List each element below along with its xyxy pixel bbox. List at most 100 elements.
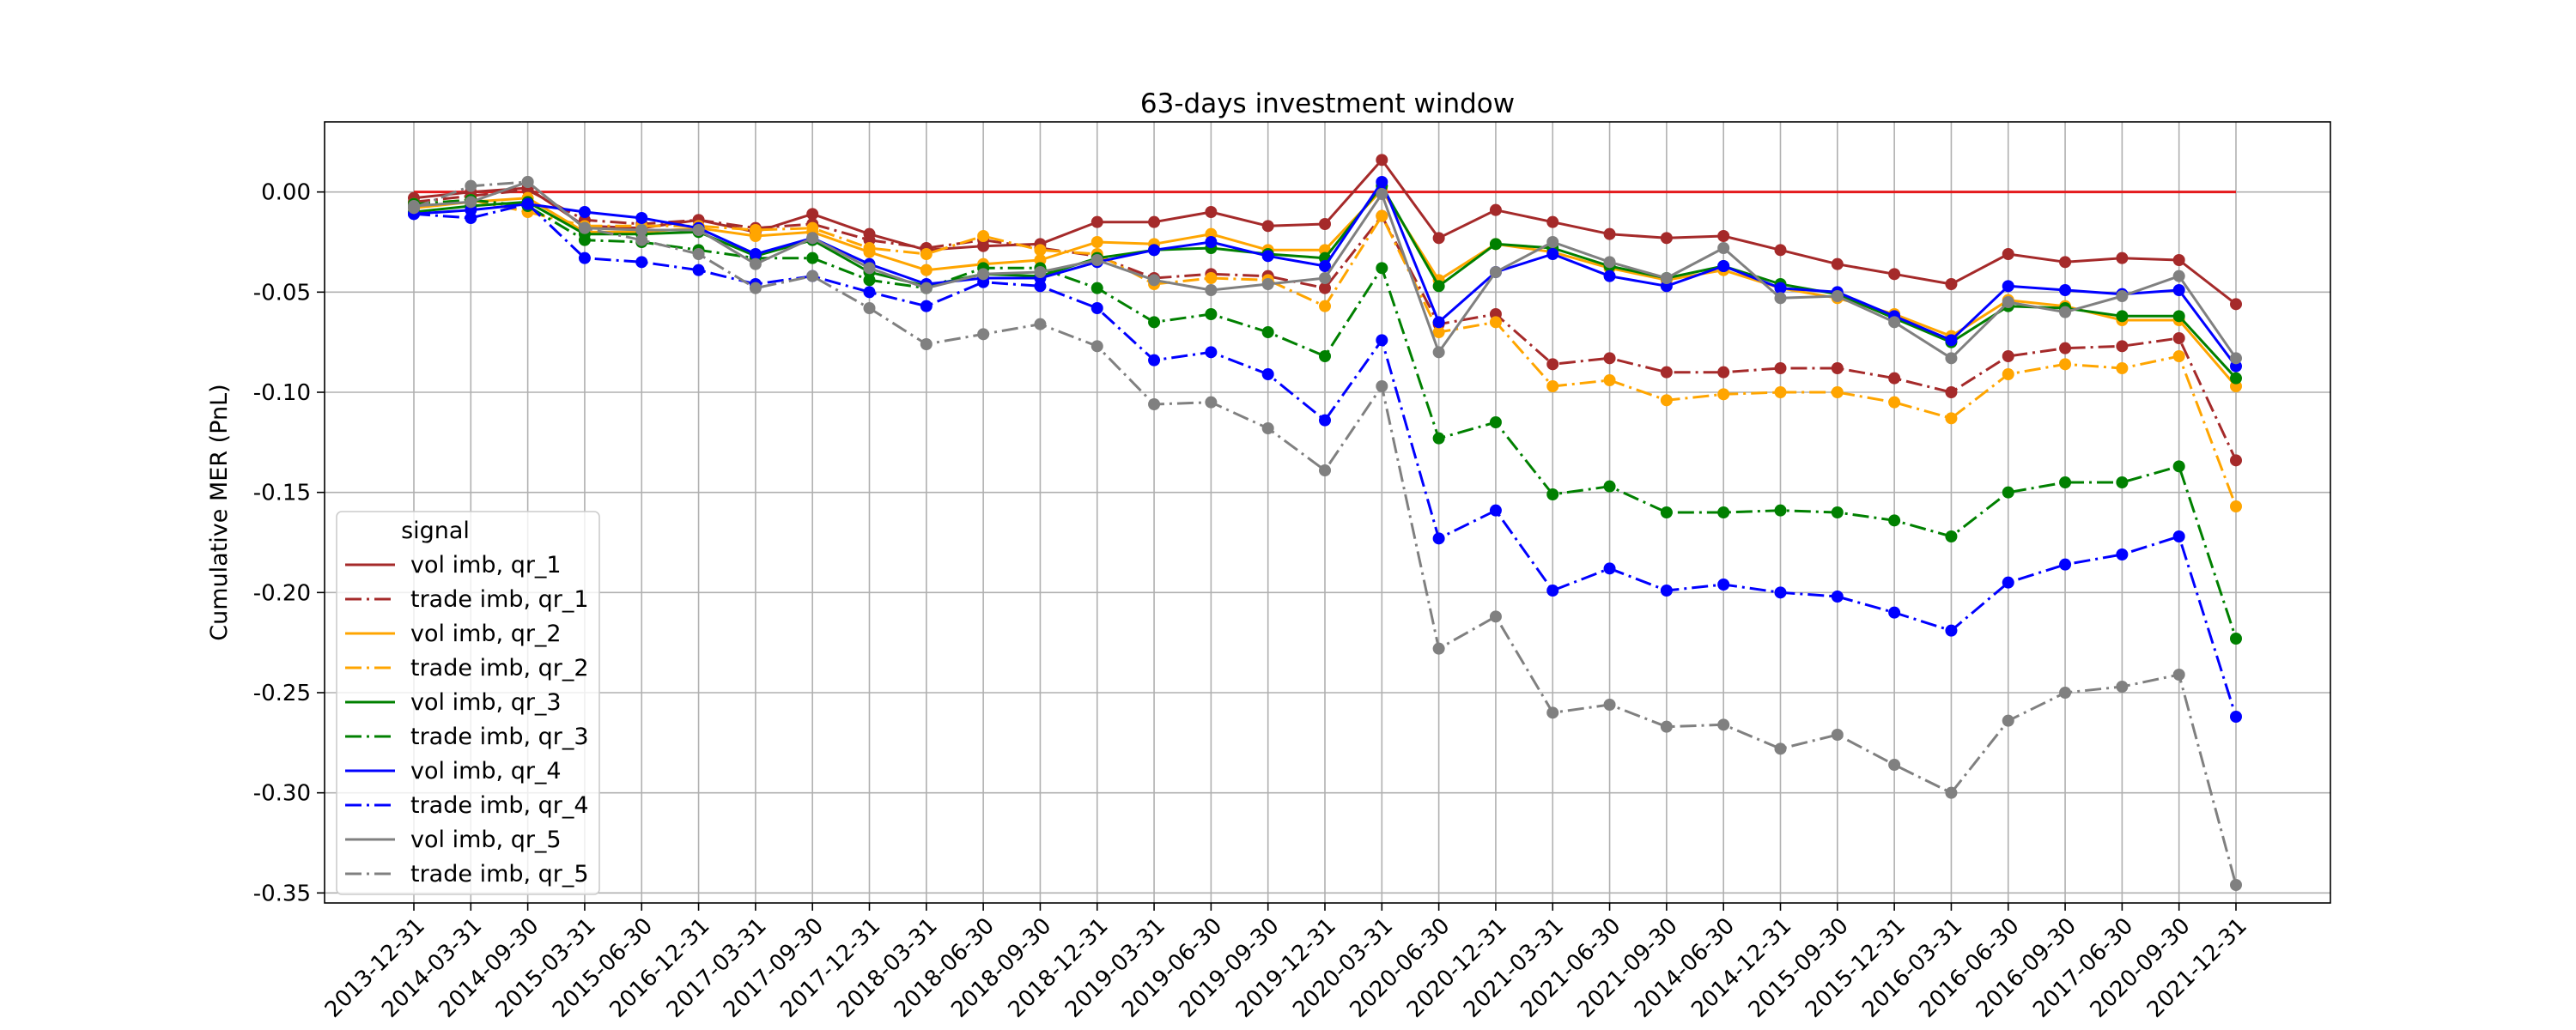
data-point (2172, 284, 2185, 296)
data-point (2116, 251, 2129, 264)
data-point (806, 208, 819, 221)
data-point (2172, 270, 2185, 282)
data-point (465, 212, 477, 224)
data-point (1148, 354, 1161, 367)
data-point (1717, 506, 1730, 518)
data-point (1376, 176, 1388, 188)
data-point (578, 221, 591, 234)
y-tick-label: 0.00 (261, 180, 311, 206)
data-point (1717, 579, 1730, 591)
data-point (1717, 366, 1730, 379)
data-point (1091, 215, 1103, 228)
data-point (2172, 530, 2185, 542)
legend-entry: trade imb, qr_4 (410, 792, 589, 819)
data-point (1205, 272, 1218, 284)
data-point (863, 302, 876, 314)
data-point (1603, 562, 1616, 575)
data-point (1546, 215, 1559, 228)
data-point (635, 212, 648, 224)
data-point (1376, 209, 1388, 222)
data-point (1660, 720, 1673, 733)
series-line (413, 198, 2238, 639)
data-point (1831, 386, 1844, 398)
data-point (1945, 278, 1958, 290)
data-point (1376, 380, 1388, 392)
data-point (578, 233, 591, 246)
data-point (1603, 256, 1616, 269)
data-point (578, 251, 591, 264)
data-point (408, 202, 420, 215)
data-point (1091, 302, 1103, 314)
data-point (1774, 362, 1787, 374)
data-point (1945, 530, 1958, 542)
data-point (1489, 416, 1502, 428)
data-point (1489, 504, 1502, 517)
data-point (1774, 586, 1787, 599)
data-point (1546, 706, 1559, 719)
data-point (1774, 386, 1787, 398)
data-point (1546, 358, 1559, 371)
data-point (1774, 292, 1787, 305)
legend-title: signal (401, 518, 470, 544)
data-point (863, 286, 876, 299)
legend-entry: vol imb, qr_1 (410, 552, 562, 579)
data-point (1945, 386, 1958, 398)
data-point (2230, 879, 2242, 891)
data-point (1034, 266, 1047, 278)
data-point (1205, 308, 1218, 320)
data-point (749, 282, 762, 294)
data-point (2172, 350, 2185, 362)
data-point (2059, 358, 2072, 371)
data-point (1319, 414, 1331, 427)
plot-frame (324, 121, 2331, 904)
data-point (1945, 352, 1958, 365)
data-point (1888, 316, 1901, 329)
data-point (635, 224, 648, 236)
data-point (977, 230, 990, 242)
data-point (1831, 258, 1844, 270)
data-point (1660, 366, 1673, 379)
data-point (2172, 332, 2185, 344)
data-point (1432, 532, 1445, 545)
data-point (1432, 326, 1445, 338)
data-point (465, 196, 477, 209)
data-point (1888, 372, 1901, 385)
data-point (2059, 558, 2072, 571)
data-point (1888, 396, 1901, 409)
data-point (1603, 699, 1616, 711)
legend-entry: trade imb, qr_3 (410, 724, 589, 750)
y-axis-label: Cumulative MER (PnL) (206, 384, 233, 640)
data-point (1546, 236, 1559, 248)
data-point (749, 224, 762, 236)
data-point (2172, 669, 2185, 681)
data-point (1261, 422, 1274, 434)
data-point (1831, 362, 1844, 374)
data-point (2059, 476, 2072, 488)
data-point (1261, 220, 1274, 233)
data-point (1319, 464, 1331, 476)
data-point (1603, 480, 1616, 493)
data-point (1717, 260, 1730, 272)
data-point (2230, 352, 2242, 365)
data-point (1831, 729, 1844, 741)
data-point (920, 338, 933, 350)
data-point (1376, 154, 1388, 167)
data-point (1546, 248, 1559, 260)
data-point (1603, 270, 1616, 282)
legend-entry: trade imb, qr_1 (410, 586, 589, 613)
data-point (578, 206, 591, 218)
y-tick-label: -0.20 (253, 580, 311, 606)
data-point (1660, 272, 1673, 284)
data-point (1034, 318, 1047, 330)
data-point (1034, 244, 1047, 257)
data-point (1148, 316, 1161, 329)
data-point (1945, 334, 1958, 347)
data-point (1774, 282, 1787, 294)
data-point (1205, 396, 1218, 409)
data-point (2230, 298, 2242, 311)
data-point (1319, 218, 1331, 230)
y-tick-label: -0.25 (253, 681, 311, 706)
data-point (2230, 500, 2242, 512)
